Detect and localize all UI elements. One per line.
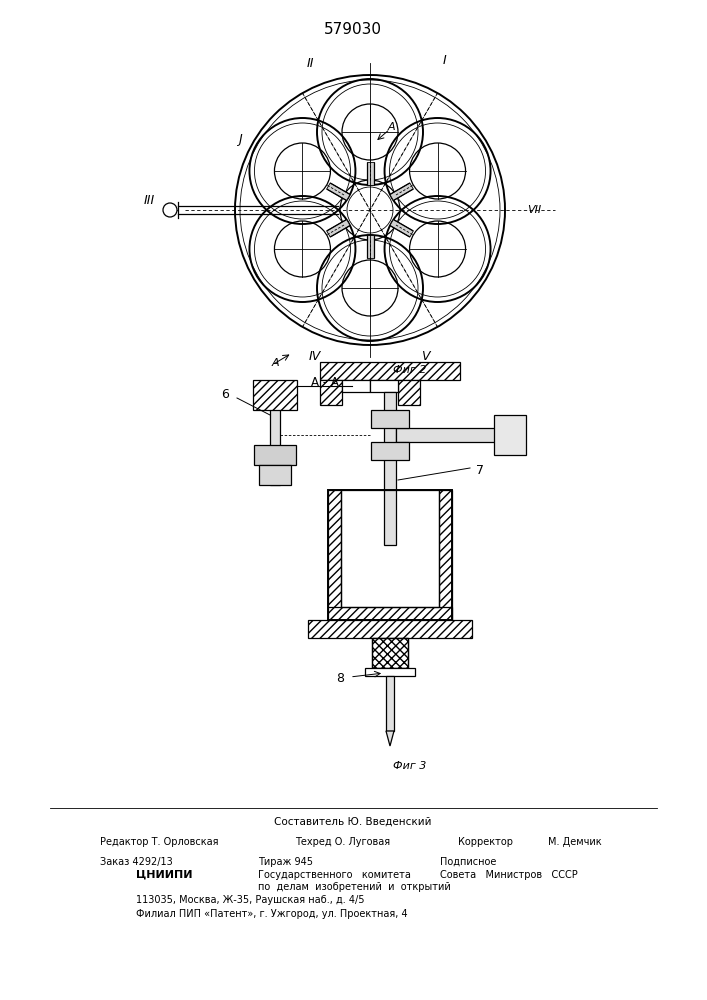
- Polygon shape: [327, 219, 350, 237]
- Polygon shape: [390, 219, 414, 237]
- Text: I: I: [443, 54, 447, 67]
- Bar: [254, 445, 296, 465]
- Bar: [328, 490, 341, 620]
- Bar: [371, 410, 409, 428]
- Text: Совета   Министров   СССР: Совета Министров СССР: [440, 870, 578, 880]
- Text: ЦНИИПИ: ЦНИИПИ: [136, 870, 192, 880]
- Text: Техред О. Луговая: Техред О. Луговая: [295, 837, 390, 847]
- Text: 7: 7: [476, 464, 484, 477]
- Text: VII: VII: [527, 205, 541, 215]
- Polygon shape: [390, 183, 414, 201]
- Bar: [386, 676, 394, 731]
- Bar: [372, 638, 408, 668]
- Text: II: II: [306, 57, 314, 70]
- Bar: [341, 490, 439, 607]
- Bar: [365, 668, 415, 676]
- Bar: [398, 380, 420, 405]
- Polygon shape: [327, 183, 350, 201]
- Bar: [328, 490, 452, 620]
- Bar: [439, 490, 452, 620]
- Text: Заказ 4292/13: Заказ 4292/13: [100, 857, 173, 867]
- Bar: [259, 465, 291, 485]
- Text: 113035, Москва, Ж-35, Раушская наб., д. 4/5: 113035, Москва, Ж-35, Раушская наб., д. …: [136, 895, 365, 905]
- Text: Корректор: Корректор: [458, 837, 513, 847]
- Text: Составитель Ю. Введенский: Составитель Ю. Введенский: [274, 817, 432, 827]
- Text: Государственного   комитета: Государственного комитета: [258, 870, 411, 880]
- Bar: [270, 392, 280, 485]
- Bar: [372, 638, 408, 668]
- Bar: [328, 607, 452, 620]
- Text: Редактор Т. Орловская: Редактор Т. Орловская: [100, 837, 218, 847]
- Bar: [494, 415, 526, 455]
- Bar: [384, 392, 396, 545]
- Text: 6: 6: [221, 388, 229, 401]
- Text: Фиг 2: Фиг 2: [393, 365, 427, 375]
- Text: Подписное: Подписное: [440, 857, 496, 867]
- Polygon shape: [366, 235, 373, 258]
- Text: по  делам  изобретений  и  открытий: по делам изобретений и открытий: [258, 882, 451, 892]
- Text: A - A: A - A: [311, 376, 339, 389]
- Bar: [396, 428, 510, 442]
- Text: Филиал ПИП «Патент», г. Ужгород, ул. Проектная, 4: Филиал ПИП «Патент», г. Ужгород, ул. Про…: [136, 909, 408, 919]
- Text: М. Демчик: М. Демчик: [548, 837, 602, 847]
- Text: 8: 8: [336, 672, 344, 684]
- Polygon shape: [366, 162, 373, 185]
- Text: Фиг 3: Фиг 3: [393, 761, 427, 771]
- Text: A: A: [271, 358, 279, 368]
- Text: A: A: [388, 122, 396, 132]
- Bar: [342, 380, 370, 392]
- Bar: [371, 442, 409, 460]
- Bar: [253, 380, 297, 410]
- Text: III: III: [144, 194, 155, 207]
- Bar: [320, 362, 460, 380]
- Bar: [320, 380, 342, 405]
- Bar: [308, 620, 472, 638]
- Text: J: J: [238, 133, 242, 146]
- Text: Тираж 945: Тираж 945: [258, 857, 313, 867]
- Text: 579030: 579030: [324, 22, 382, 37]
- Bar: [370, 380, 398, 392]
- Text: IV: IV: [309, 350, 321, 363]
- Polygon shape: [386, 731, 394, 746]
- Text: V: V: [421, 350, 429, 363]
